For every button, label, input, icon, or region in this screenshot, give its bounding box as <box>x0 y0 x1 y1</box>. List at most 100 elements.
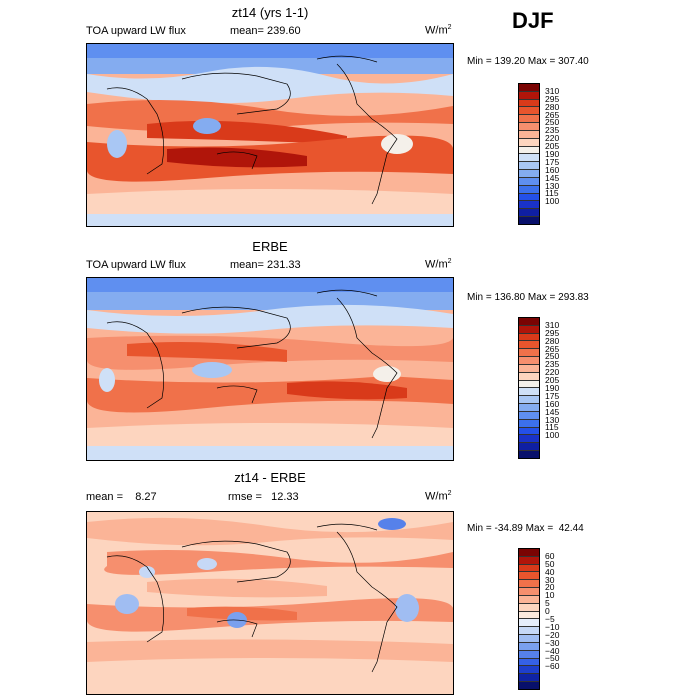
colorbar-swatch <box>519 627 539 636</box>
colorbar-swatch <box>519 115 539 124</box>
colorbar-swatch <box>519 84 539 92</box>
colorbar-tick-label: 310 <box>545 319 560 330</box>
colorbar-swatch <box>519 201 539 210</box>
colorbar-swatch <box>519 435 539 444</box>
colorbar-swatch <box>519 427 539 436</box>
colorbar-tick-label: 310 <box>545 85 560 96</box>
colorbar-swatch <box>519 611 539 620</box>
panel-2-units: W/m2 <box>425 258 452 271</box>
colorbar-tick-label: 265 <box>545 109 560 120</box>
panel-3-mean-label: mean = 8.27 <box>86 491 157 503</box>
colorbar-swatch <box>519 411 539 420</box>
colorbar-swatch <box>519 404 539 412</box>
panel-2-variable-label: TOA upward LW flux <box>86 259 186 271</box>
colorbar-swatch <box>519 341 539 350</box>
panel-3-units: W/m2 <box>425 490 452 503</box>
colorbar-swatch <box>519 162 539 171</box>
colorbar-swatch <box>519 146 539 155</box>
panel-2-title: ERBE <box>252 239 288 254</box>
colorbar-tick-label: 250 <box>545 117 560 128</box>
colorbar-swatch <box>519 380 539 389</box>
panel-1-units: W/m2 <box>425 24 452 37</box>
panel-3-colorbar-labels: 60 50 40 30 20 10 5 0 −5 −10 −20 −30 −40 −50 −60 <box>545 548 585 690</box>
colorbar-swatch <box>519 556 539 565</box>
colorbar-tick-label: −50 <box>545 653 560 664</box>
colorbar-swatch <box>519 580 539 589</box>
colorbar-tick-label: −5 <box>545 614 555 624</box>
colorbar-swatch <box>519 682 539 689</box>
colorbar-swatch <box>519 619 539 628</box>
colorbar-swatch <box>519 357 539 365</box>
colorbar-tick-label: 145 <box>545 172 560 183</box>
colorbar-swatch <box>519 217 539 224</box>
colorbar-tick-label: −30 <box>545 637 560 648</box>
panel-3-title: zt14 - ERBE <box>234 470 306 485</box>
colorbar-tick-label: −20 <box>545 629 560 640</box>
colorbar-tick-label: −60 <box>545 661 560 672</box>
panel-1-minmax: Min = 139.20 Max = 307.40 <box>467 56 589 67</box>
colorbar-swatch <box>519 333 539 342</box>
colorbar-tick-label: 265 <box>545 343 560 354</box>
colorbar-tick-label: 10 <box>545 590 555 601</box>
panel-2-colorbar <box>518 317 540 459</box>
panel-3-map <box>86 511 454 695</box>
colorbar-swatch <box>519 91 539 100</box>
panel-3-minmax: Min = -34.89 Max = 42.44 <box>467 523 584 534</box>
panel-1-colorbar <box>518 83 540 225</box>
colorbar-swatch <box>519 325 539 334</box>
panel-2-map <box>86 277 454 461</box>
colorbar-tick-label: 280 <box>545 101 560 112</box>
colorbar-tick-label: 130 <box>545 414 560 425</box>
panel-1-colorbar-labels: 310 295 280 265 250 235 220 205 190 175 160 145 130 1… <box>545 83 585 225</box>
panel-1-map <box>86 43 454 227</box>
colorbar-tick-label: 5 <box>545 598 550 609</box>
colorbar-swatch <box>519 170 539 178</box>
colorbar-swatch <box>519 588 539 596</box>
panel-3-colorbar <box>518 548 540 690</box>
colorbar-swatch <box>519 130 539 139</box>
colorbar-tick-label: 190 <box>545 383 560 393</box>
panel-2-mean-label: mean= 231.33 <box>230 259 301 271</box>
colorbar-tick-label: −40 <box>545 645 560 656</box>
colorbar-tick-label: 115 <box>545 422 559 433</box>
colorbar-swatch <box>519 572 539 581</box>
colorbar-tick-label: 175 <box>545 390 560 401</box>
colorbar-swatch <box>519 138 539 147</box>
colorbar-swatch <box>519 107 539 116</box>
colorbar-tick-label: 145 <box>545 406 560 417</box>
panel-1-variable-label: TOA upward LW flux <box>86 25 186 37</box>
colorbar-tick-label: 160 <box>545 164 560 175</box>
colorbar-tick-label: 205 <box>545 375 560 386</box>
colorbar-swatch <box>519 318 539 326</box>
colorbar-swatch <box>519 364 539 373</box>
colorbar-swatch <box>519 185 539 194</box>
panel-1-title: zt14 (yrs 1-1) <box>231 5 309 20</box>
colorbar-tick-label: 220 <box>545 133 560 144</box>
colorbar-swatch <box>519 443 539 452</box>
season-label: DJF <box>512 8 554 33</box>
colorbar-swatch <box>519 549 539 557</box>
colorbar-tick-label: 220 <box>545 367 560 378</box>
colorbar-tick-label: 20 <box>545 582 555 593</box>
colorbar-swatch <box>519 154 539 163</box>
colorbar-swatch <box>519 209 539 218</box>
colorbar-tick-label: 100 <box>545 196 560 207</box>
colorbar-tick-label: 175 <box>545 156 560 167</box>
colorbar-swatch <box>519 650 539 659</box>
colorbar-tick-label: 160 <box>545 398 560 409</box>
colorbar-tick-label: 250 <box>545 351 560 362</box>
colorbar-tick-label: 205 <box>545 141 560 152</box>
colorbar-swatch <box>519 372 539 381</box>
colorbar-swatch <box>519 396 539 405</box>
colorbar-tick-label: 0 <box>545 606 550 617</box>
colorbar-tick-label: 235 <box>545 359 560 370</box>
panel-2-colorbar-labels: 310 295 280 265 250 235 220 205 190 175 160 145 130 1… <box>545 317 585 459</box>
panel-3-rmse-label: rmse = 12.33 <box>228 491 299 503</box>
colorbar-swatch <box>519 658 539 667</box>
colorbar-tick-label: −10 <box>545 621 560 632</box>
colorbar-swatch <box>519 595 539 604</box>
colorbar-swatch <box>519 99 539 108</box>
colorbar-tick-label: 30 <box>545 574 555 585</box>
colorbar-tick-label: 50 <box>545 558 555 569</box>
colorbar-tick-label: 295 <box>545 93 560 104</box>
